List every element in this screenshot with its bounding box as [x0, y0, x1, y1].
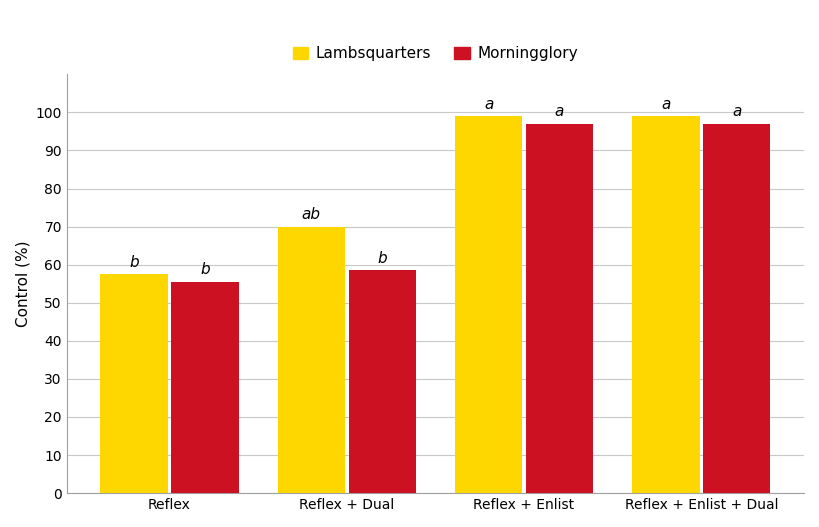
Text: b: b: [378, 251, 387, 266]
Text: a: a: [732, 104, 741, 119]
Bar: [278, 227, 345, 493]
Y-axis label: Control (%): Control (%): [15, 240, 30, 327]
Text: a: a: [661, 96, 671, 112]
Bar: [349, 270, 416, 493]
Text: a: a: [554, 104, 564, 119]
Text: b: b: [200, 262, 210, 277]
Bar: [171, 282, 238, 493]
Text: ab: ab: [301, 207, 321, 222]
Legend: Lambsquarters, Morningglory: Lambsquarters, Morningglory: [287, 40, 584, 67]
Bar: [526, 124, 593, 493]
Bar: [632, 116, 699, 493]
Bar: [455, 116, 523, 493]
Text: a: a: [484, 96, 493, 112]
Bar: [100, 274, 168, 493]
Text: b: b: [129, 255, 138, 270]
Bar: [704, 124, 771, 493]
